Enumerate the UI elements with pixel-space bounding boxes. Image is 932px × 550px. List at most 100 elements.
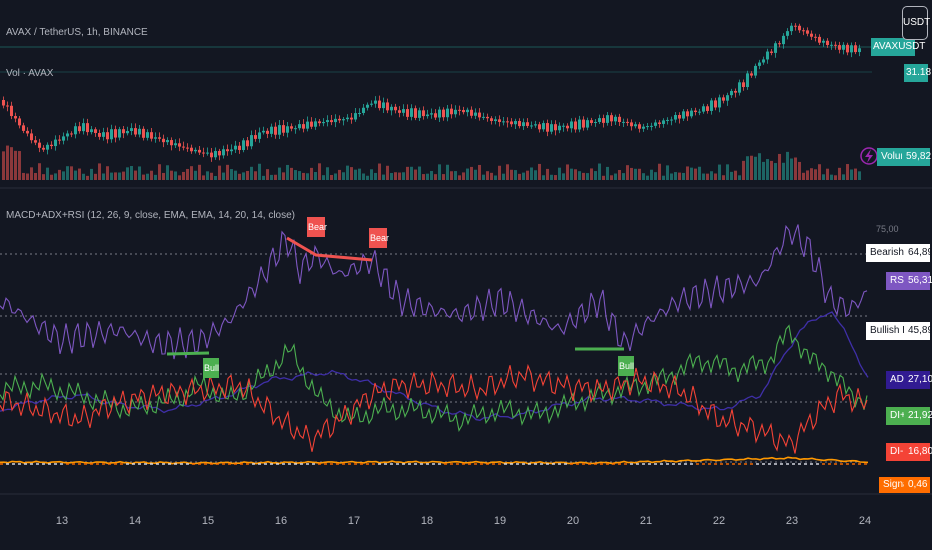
candle-body [554, 124, 557, 131]
candle-body [238, 145, 241, 151]
candle-body [6, 105, 9, 107]
volume-bar [658, 163, 661, 180]
candle-body [486, 116, 489, 119]
volume-bar [254, 171, 257, 180]
macd-histogram-bar [168, 463, 171, 465]
volume-bar [114, 172, 117, 180]
candle-body [246, 140, 249, 147]
volume-bar [858, 171, 861, 180]
candle-body [330, 120, 333, 123]
macd-histogram-bar [144, 463, 147, 465]
volume-bar [330, 174, 333, 180]
macd-histogram-bar [834, 463, 837, 465]
signal-label: Signal [879, 477, 904, 493]
time-axis-label: 23 [786, 515, 798, 527]
volume-bar [214, 175, 217, 180]
volume-bar [786, 151, 789, 180]
volume-bar [662, 175, 665, 180]
candle-body [766, 51, 769, 60]
volume-bar [718, 164, 721, 180]
volume-bar [670, 173, 673, 180]
volume-bar [422, 174, 425, 180]
volume-bar [302, 172, 305, 180]
candle-body [130, 128, 133, 131]
macd-histogram-bar [318, 463, 321, 465]
indicator-title[interactable]: MACD+ADX+RSI (12, 26, 9, close, EMA, EMA… [6, 210, 296, 221]
macd-histogram-bar [768, 463, 771, 465]
volume-bar [810, 168, 813, 180]
volume-bar [10, 147, 13, 180]
volume-bar [690, 167, 693, 180]
volume-bar [354, 169, 357, 180]
candle-body [414, 108, 417, 118]
time-axis-label: 24 [859, 515, 871, 527]
volume-bar [194, 170, 197, 180]
volume-bar [802, 172, 805, 180]
macd-histogram-bar [360, 463, 363, 465]
bearish-div-label: Bearish Div [866, 244, 921, 262]
candle-body [514, 121, 517, 125]
volume-bar [42, 174, 45, 180]
candle-body [498, 119, 501, 122]
candle-body [442, 109, 445, 118]
macd-histogram-bar [354, 463, 357, 465]
candle-body [510, 121, 513, 125]
macd-histogram-bar [594, 463, 597, 465]
candle-body [162, 138, 165, 143]
macd-histogram-bar [450, 463, 453, 465]
volume-bar [446, 164, 449, 180]
macd-histogram-bar [228, 463, 231, 465]
volume-bar [746, 156, 749, 180]
volume-bar [666, 165, 669, 180]
macd-histogram-bar [54, 463, 57, 465]
candle-body [106, 132, 109, 140]
macd-histogram-bar [336, 463, 339, 465]
candle-body [126, 130, 129, 134]
macd-histogram-bar [732, 463, 735, 465]
candle-body [690, 110, 693, 117]
candle-body [646, 126, 649, 128]
candle-body [586, 120, 589, 128]
currency-button[interactable]: USDT [902, 6, 930, 40]
volume-bar [142, 174, 145, 180]
candle-body [70, 133, 73, 135]
macd-histogram-bar [78, 463, 81, 465]
macd-histogram-bar [306, 463, 309, 465]
symbol-title[interactable]: AVAX / TetherUS, 1h, BINANCE [6, 27, 148, 38]
volume-bar [526, 170, 529, 180]
candle-body [434, 113, 437, 118]
volume-bar [706, 173, 709, 180]
volume-bar [54, 173, 57, 180]
candle-body [450, 108, 453, 115]
candle-body [282, 125, 285, 133]
volume-bar [74, 170, 77, 180]
candle-body [650, 125, 653, 127]
volume-bar [758, 153, 761, 180]
macd-histogram-bar [216, 463, 219, 465]
volume-bar [322, 175, 325, 180]
candle-body [462, 110, 465, 113]
macd-histogram-bar [552, 463, 555, 465]
candle-body [322, 122, 325, 124]
macd-histogram-bar [528, 463, 531, 465]
macd-histogram-bar [240, 463, 243, 465]
macd-histogram-bar [0, 463, 3, 465]
volume-bar [226, 164, 229, 180]
candle-body [566, 125, 569, 129]
macd-histogram-bar [108, 463, 111, 465]
candle-body [854, 45, 857, 53]
macd-histogram-bar [204, 463, 207, 465]
volume-bar [622, 173, 625, 180]
macd-histogram-bar [516, 463, 519, 465]
volume-title[interactable]: Vol · AVAX [6, 68, 54, 79]
candle-body [826, 40, 829, 46]
volume-bar [166, 165, 169, 180]
candle-body [178, 143, 181, 147]
candle-body [218, 151, 221, 156]
candle-body [738, 82, 741, 93]
indicator-top-value: 75,00 [876, 224, 899, 234]
candle-body [458, 109, 461, 111]
candle-body [714, 100, 717, 108]
candle-body [94, 129, 97, 133]
